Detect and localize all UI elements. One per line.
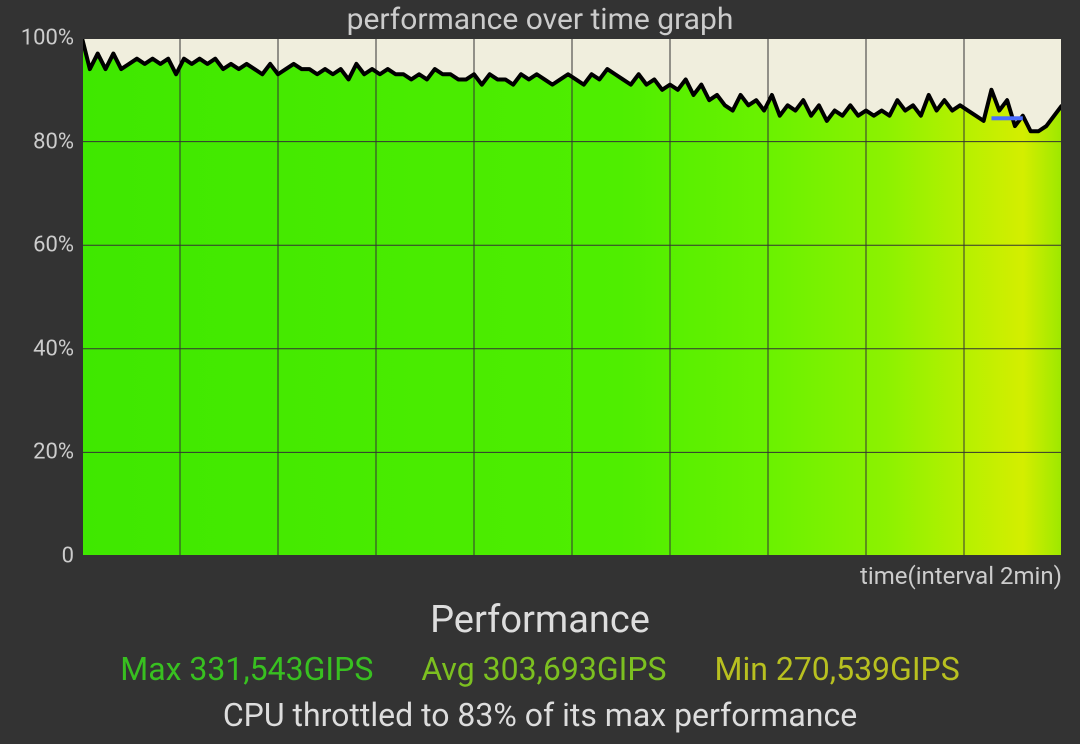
stat-avg: Avg 303,693GIPS bbox=[421, 650, 666, 688]
y-tick-label: 40% bbox=[33, 336, 74, 361]
y-tick-label: 100% bbox=[21, 26, 74, 51]
chart-plot-area bbox=[82, 38, 1062, 556]
y-tick-label: 20% bbox=[33, 440, 74, 465]
y-axis-labels: 020%40%60%80%100% bbox=[0, 0, 80, 560]
stat-max: Max 331,543GIPS bbox=[120, 650, 373, 688]
stats-row: Max 331,543GIPS Avg 303,693GIPS Min 270,… bbox=[0, 650, 1080, 688]
y-tick-label: 60% bbox=[33, 233, 74, 258]
throttle-text: CPU throttled to 83% of its max performa… bbox=[0, 696, 1080, 734]
y-tick-label: 80% bbox=[33, 129, 74, 154]
y-tick-label: 0 bbox=[62, 544, 74, 569]
stat-min: Min 270,539GIPS bbox=[715, 650, 960, 688]
chart-title: performance over time graph bbox=[0, 2, 1080, 37]
x-axis-label: time(interval 2min) bbox=[860, 562, 1062, 590]
stats-heading: Performance bbox=[0, 598, 1080, 642]
performance-chart-panel: performance over time graph 0 20% 40% 60% 80… bbox=[0, 0, 1080, 744]
